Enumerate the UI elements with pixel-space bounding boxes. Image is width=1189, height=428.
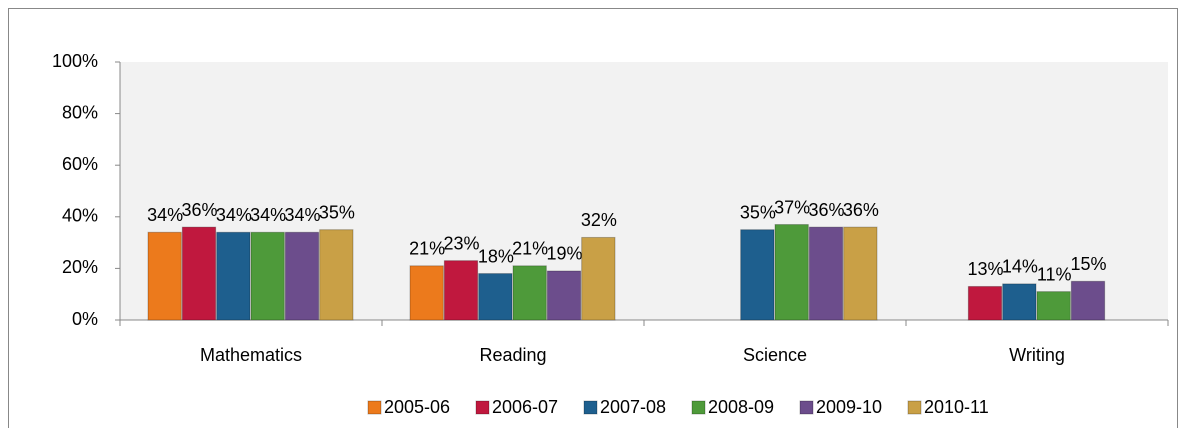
bar <box>512 265 547 321</box>
bar <box>774 224 809 321</box>
value-label: 14% <box>1002 257 1038 277</box>
value-label: 36% <box>181 200 217 220</box>
bar <box>1070 280 1106 321</box>
x-tick-label: Writing <box>1009 345 1065 365</box>
value-label: 32% <box>581 210 617 230</box>
legend-swatch <box>691 400 706 415</box>
legend-swatch <box>367 400 382 415</box>
y-tick-label: 100% <box>52 51 98 71</box>
value-label: 23% <box>443 233 479 253</box>
value-label: 11% <box>1037 264 1072 284</box>
value-label: 18% <box>478 246 514 266</box>
legend-swatch <box>799 400 814 415</box>
value-label: 36% <box>843 200 879 220</box>
bar <box>250 231 285 321</box>
value-label: 36% <box>808 200 844 220</box>
bar <box>181 226 217 321</box>
value-label: 13% <box>967 259 1003 279</box>
value-label: 34% <box>284 205 320 225</box>
bar <box>147 231 182 321</box>
y-tick-label: 0% <box>72 309 98 329</box>
value-label: 34% <box>147 205 183 225</box>
bar <box>1036 291 1071 321</box>
y-tick-label: 60% <box>62 154 98 174</box>
value-label: 21% <box>409 239 445 259</box>
bar <box>967 285 1003 321</box>
legend-label: 2006-07 <box>492 397 558 417</box>
bar <box>843 226 878 321</box>
legend-label: 2005-06 <box>384 397 450 417</box>
x-tick-label: Science <box>743 345 807 365</box>
value-label: 19% <box>546 244 582 264</box>
bar <box>1002 283 1037 321</box>
bar <box>216 231 251 321</box>
value-label: 34% <box>216 205 252 225</box>
value-label: 35% <box>319 202 355 222</box>
y-tick-label: 20% <box>62 257 98 277</box>
bar <box>409 265 444 321</box>
bar <box>319 229 354 321</box>
bar <box>546 270 582 321</box>
y-tick-label: 40% <box>62 206 98 226</box>
legend-label: 2008-09 <box>708 397 774 417</box>
legend-label: 2010-11 <box>924 397 989 417</box>
value-label: 15% <box>1070 254 1106 274</box>
value-label: 37% <box>774 197 810 217</box>
y-tick-label: 80% <box>62 102 98 122</box>
bar <box>581 236 616 321</box>
bar <box>808 226 844 321</box>
x-tick-label: Mathematics <box>200 345 302 365</box>
legend-label: 2007-08 <box>600 397 666 417</box>
value-label: 35% <box>740 202 776 222</box>
legend-swatch <box>583 400 598 415</box>
bar <box>478 273 513 321</box>
x-tick-label: Reading <box>479 345 546 365</box>
bar <box>443 260 479 321</box>
bar <box>740 229 775 321</box>
value-label: 34% <box>250 205 286 225</box>
legend-label: 2009-10 <box>816 397 882 417</box>
bar <box>284 231 320 321</box>
legend-swatch <box>475 400 490 415</box>
value-label: 21% <box>512 239 548 259</box>
legend-swatch <box>907 400 922 415</box>
